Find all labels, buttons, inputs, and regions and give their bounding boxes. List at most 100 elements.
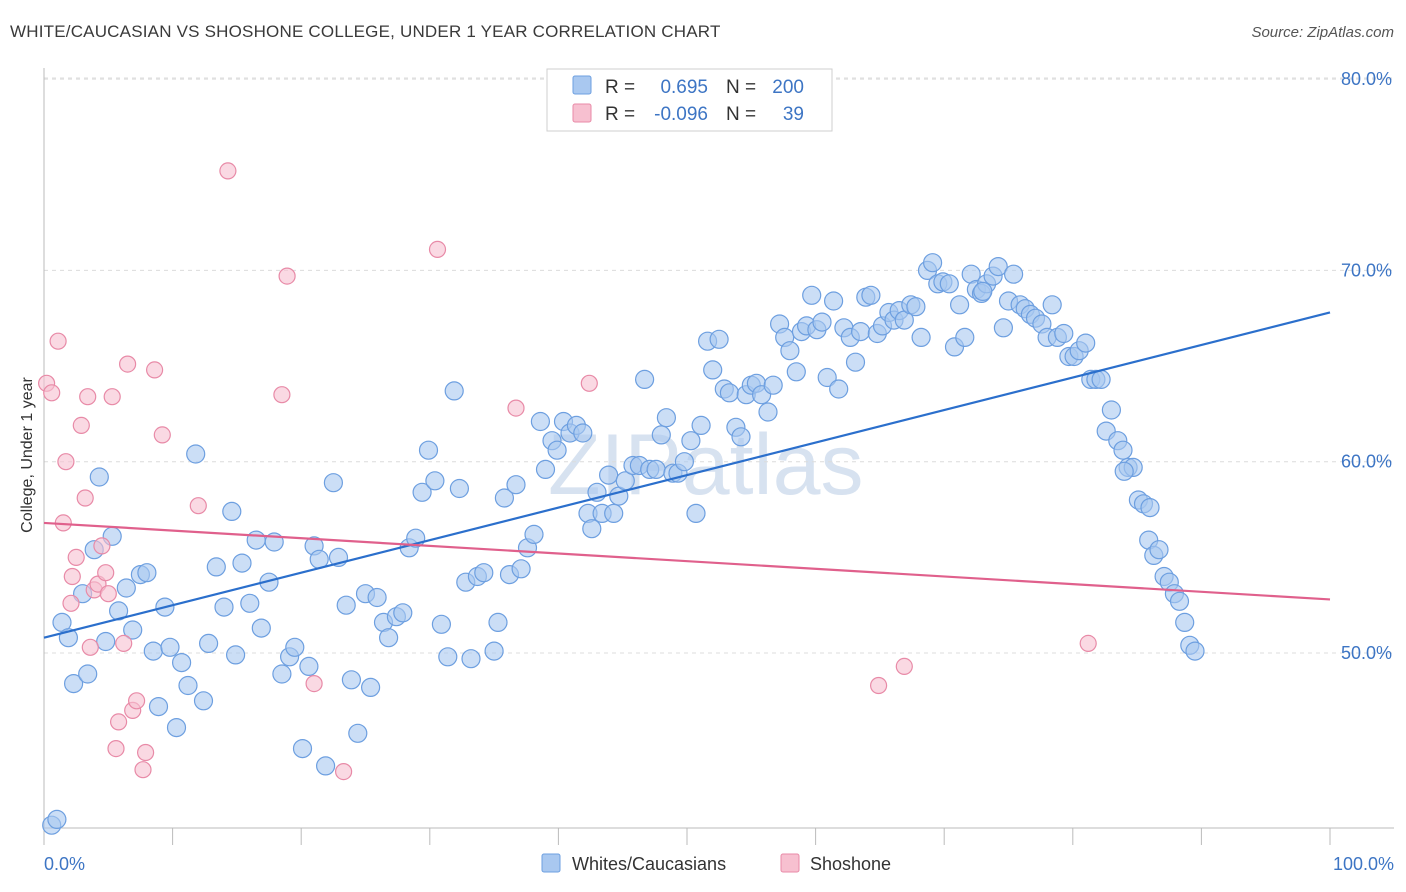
- data-point-shoshone: [507, 399, 525, 417]
- data-point-shoshone: [134, 761, 152, 779]
- data-point-whites: [246, 530, 266, 550]
- trend-line-whites: [43, 311, 1331, 639]
- data-point-whites: [911, 327, 931, 347]
- data-point-shoshone: [97, 564, 115, 582]
- data-point-whites: [449, 478, 469, 499]
- data-point-whites: [438, 647, 458, 667]
- legend-swatch-whites: [572, 75, 592, 95]
- data-point-whites: [573, 423, 593, 443]
- legend-n-value-2: 39: [783, 104, 804, 125]
- data-point-whites: [955, 327, 975, 347]
- x-tick-label-0: 0.0%: [44, 854, 85, 874]
- data-point-whites: [222, 501, 242, 521]
- data-point-whites: [949, 295, 970, 315]
- data-point-whites: [47, 809, 67, 830]
- data-point-whites: [336, 595, 356, 615]
- trend-line-shoshone: [43, 521, 1331, 601]
- data-point-shoshone: [67, 548, 85, 567]
- data-point-whites: [703, 360, 723, 380]
- data-point-shoshone: [115, 634, 133, 653]
- data-point-whites: [524, 524, 544, 545]
- data-point-whites: [1091, 369, 1111, 389]
- data-point-whites: [1042, 295, 1062, 315]
- data-point-shoshone: [273, 386, 291, 404]
- data-point-whites: [850, 322, 871, 342]
- data-point-whites: [506, 475, 526, 495]
- data-point-shoshone: [49, 332, 67, 350]
- data-point-whites: [431, 614, 451, 634]
- data-point-whites: [634, 369, 655, 389]
- data-point-shoshone: [81, 638, 99, 656]
- legend-n-label-1: N =: [726, 77, 756, 98]
- data-point-whites: [137, 563, 157, 583]
- data-point-whites: [63, 673, 84, 694]
- data-point-shoshone: [43, 384, 61, 402]
- data-point-whites: [186, 444, 206, 464]
- legend-r-label-1: R =: [605, 77, 635, 98]
- data-point-whites: [922, 253, 943, 273]
- data-point-shoshone: [189, 497, 207, 515]
- chart-title: WHITE/CAUCASIAN VS SHOSHONE COLLEGE, UND…: [10, 22, 721, 41]
- chart-source: Source: ZipAtlas.com: [1251, 24, 1394, 41]
- data-point-whites: [845, 352, 866, 372]
- bottom-legend-swatch-shoshone: [780, 853, 800, 873]
- data-point-whites: [802, 285, 822, 305]
- data-point-whites: [535, 459, 556, 479]
- series-whites-points: [42, 253, 1205, 835]
- data-point-whites: [656, 408, 677, 428]
- data-point-whites: [719, 383, 740, 403]
- data-point-shoshone: [128, 692, 146, 710]
- legend-r-value-1: 0.695: [660, 77, 708, 98]
- data-point-whites: [292, 738, 313, 759]
- data-point-whites: [172, 652, 192, 673]
- data-point-whites: [861, 285, 881, 305]
- data-point-whites: [178, 675, 198, 696]
- data-point-shoshone: [146, 361, 164, 379]
- data-point-whites: [547, 440, 567, 460]
- data-point-whites: [786, 362, 806, 382]
- data-point-whites: [123, 620, 143, 640]
- data-point-whites: [251, 618, 271, 638]
- data-point-whites: [1185, 641, 1205, 661]
- data-point-shoshone: [99, 585, 117, 603]
- data-point-whites: [993, 318, 1014, 338]
- legend-r-value-2: -0.096: [654, 104, 708, 125]
- data-point-whites: [598, 465, 619, 485]
- data-point-shoshone: [1079, 634, 1097, 653]
- data-point-whites: [1175, 612, 1195, 633]
- y-tick-label: 70.0%: [1341, 260, 1392, 280]
- data-point-whites: [731, 427, 751, 447]
- data-point-whites: [906, 297, 926, 317]
- data-point-whites: [379, 628, 399, 648]
- data-point-whites: [674, 452, 695, 472]
- data-point-whites: [143, 641, 163, 661]
- data-point-whites: [361, 677, 381, 698]
- data-point-shoshone: [76, 489, 94, 507]
- data-point-whites: [686, 503, 706, 524]
- data-point-whites: [206, 557, 226, 577]
- data-point-shoshone: [57, 453, 75, 471]
- data-point-whites: [488, 612, 508, 633]
- data-point-shoshone: [62, 594, 80, 612]
- data-point-whites: [681, 431, 701, 451]
- legend-swatch-shoshone: [572, 103, 592, 123]
- data-point-shoshone: [118, 355, 137, 373]
- data-point-shoshone: [79, 388, 97, 406]
- series-shoshone-points: [37, 162, 1097, 781]
- data-point-shoshone: [153, 426, 171, 444]
- data-point-whites: [89, 467, 109, 487]
- data-point-whites: [1101, 400, 1122, 420]
- top-legend: R = 0.695 N = 200 R = -0.096 N = 39: [546, 68, 833, 132]
- data-point-shoshone: [103, 388, 121, 406]
- legend-n-label-2: N =: [726, 104, 756, 125]
- data-point-whites: [272, 664, 292, 684]
- y-tick-labels: 50.0% 60.0% 70.0% 80.0%: [1341, 69, 1392, 663]
- data-point-shoshone: [580, 374, 598, 392]
- data-point-whites: [530, 411, 551, 432]
- data-point-whites: [1114, 461, 1134, 481]
- data-point-whites: [646, 459, 666, 479]
- data-point-whites: [812, 312, 832, 332]
- data-point-whites: [393, 603, 413, 623]
- data-point-whites: [604, 503, 624, 524]
